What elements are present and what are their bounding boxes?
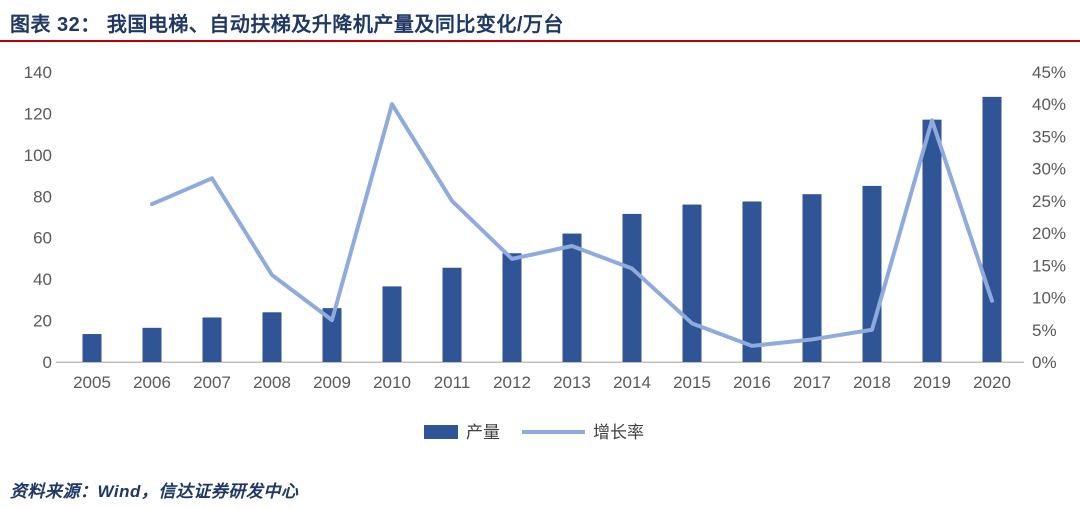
x-axis-label: 2015 — [673, 373, 711, 392]
x-axis-label: 2019 — [913, 373, 951, 392]
bar — [622, 213, 642, 362]
bar — [382, 286, 402, 362]
bar — [262, 312, 282, 362]
left-axis-tick: 0 — [43, 353, 52, 372]
bar — [142, 327, 162, 362]
bar — [502, 253, 522, 362]
growth-line — [150, 102, 994, 348]
bar — [202, 317, 222, 362]
x-axis-label: 2020 — [973, 373, 1011, 392]
bar — [562, 233, 582, 362]
bar — [82, 334, 102, 362]
production-growth-chart: 0 20 40 60 80 100 120 140 0% 5% 10% 15% 20% 25% 30% 35%… — [24, 63, 1066, 442]
left-axis-tick: 120 — [24, 104, 52, 123]
bar — [862, 185, 882, 362]
x-axis-label: 2005 — [73, 373, 111, 392]
right-axis-tick: 10% — [1032, 289, 1066, 308]
x-axis-label: 2006 — [133, 373, 171, 392]
legend-label-growth: 增长率 — [593, 423, 644, 442]
legend-label-production: 产量 — [466, 423, 500, 442]
x-axis-label: 2012 — [493, 373, 531, 392]
x-axis-label: 2011 — [434, 373, 471, 392]
right-axis-tick: 45% — [1032, 63, 1066, 82]
x-axis-label: 2017 — [793, 373, 831, 392]
right-axis-tick: 30% — [1032, 160, 1066, 179]
right-axis-tick: 35% — [1032, 127, 1066, 146]
left-axis-tick: 60 — [33, 229, 52, 248]
bar — [442, 267, 462, 362]
right-axis-tick: 25% — [1032, 192, 1066, 211]
source-note: 资料来源：Wind，信达证券研发中心 — [10, 482, 299, 501]
x-axis-label: 2016 — [733, 373, 771, 392]
x-axis-label: 2014 — [613, 373, 651, 392]
right-axis-tick: 15% — [1032, 256, 1066, 275]
right-axis-tick: 0% — [1032, 353, 1057, 372]
right-axis-tick: 40% — [1032, 95, 1066, 114]
left-axis-tick: 80 — [33, 187, 52, 206]
x-axis-label: 2018 — [853, 373, 891, 392]
x-axis-label: 2013 — [553, 373, 591, 392]
bar — [742, 201, 762, 362]
x-axis-label: 2008 — [253, 373, 291, 392]
x-axis-label: 2007 — [193, 373, 231, 392]
bar — [982, 96, 1002, 362]
legend-swatch-production — [424, 425, 458, 439]
left-axis-tick: 100 — [24, 146, 52, 165]
title-divider — [0, 40, 1080, 42]
right-axis-tick: 20% — [1032, 224, 1066, 243]
left-axis-tick: 20 — [33, 312, 52, 331]
x-axis-label: 2010 — [373, 373, 411, 392]
bar — [922, 119, 942, 363]
chart-area: 0 20 40 60 80 100 120 140 0% 5% 10% 15% 20% 25% 30% 35%… — [0, 44, 1080, 464]
figure-title: 图表 32： 我国电梯、自动扶梯及升降机产量及同比变化/万台 — [10, 14, 564, 36]
bar — [682, 204, 702, 362]
x-axis-label: 2009 — [313, 373, 351, 392]
right-axis-tick: 5% — [1032, 321, 1057, 340]
left-axis-tick: 40 — [33, 270, 52, 289]
bar — [322, 308, 342, 362]
left-axis-tick: 140 — [24, 63, 52, 82]
bar — [802, 194, 822, 362]
